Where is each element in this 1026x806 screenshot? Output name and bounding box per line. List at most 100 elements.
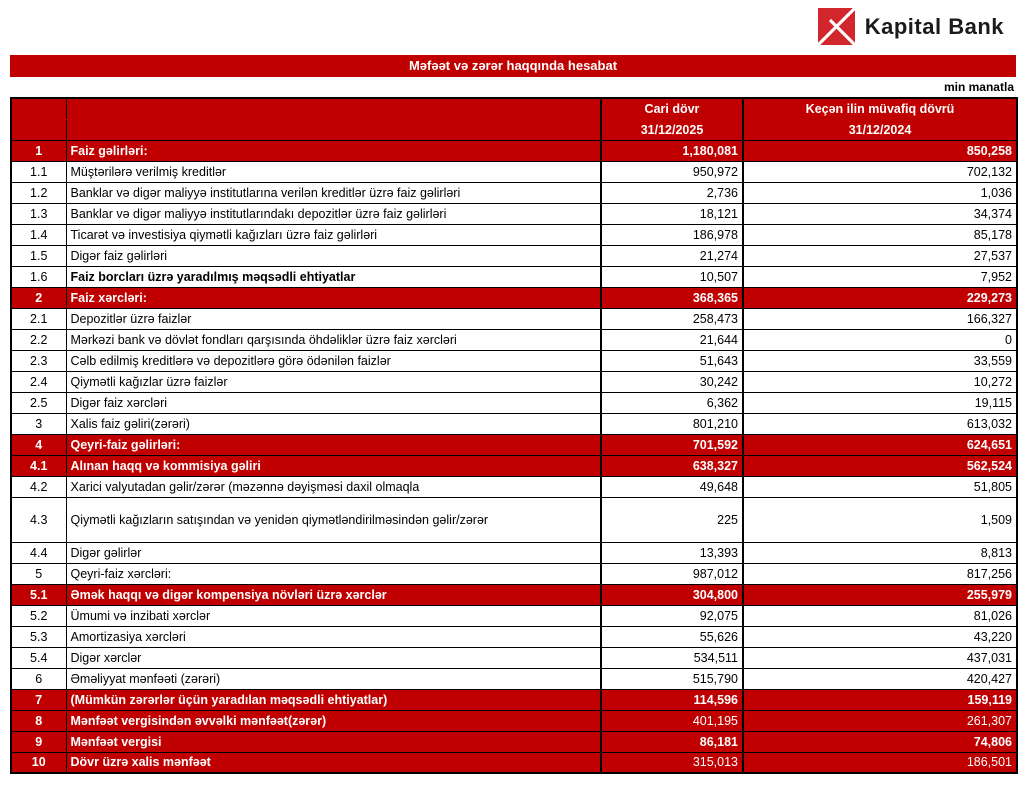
table-row: 5.1 Əmək haqqı və digər kompensiya növlər…	[10, 583, 1018, 606]
row-number-cell: 7	[10, 688, 67, 711]
pnl-table-body: 1 Faiz gəlirləri: 1,180,081 850,258 1.1 Müştə…	[10, 139, 1018, 774]
table-row: 5 Qeyri-faiz xərcləri: 987,012 817,256	[10, 562, 1018, 585]
table-row: 4.4 Digər gəlirlər 13,393 8,813	[10, 541, 1018, 564]
pnl-table-header: Cari dövr Keçən ilin müvafiq dövrü 31/12…	[10, 97, 1018, 141]
row-current-value: 515,790	[600, 667, 744, 690]
row-current-value: 534,511	[600, 646, 744, 669]
table-row: 1.5 Digər faiz gəlirləri 21,274 27,537	[10, 244, 1018, 267]
row-previous-value: 1,509	[742, 496, 1018, 543]
row-label-cell: Banklar və digər maliyyə institutlarında…	[65, 202, 602, 225]
row-current-value: 368,365	[600, 286, 744, 309]
row-current-value: 13,393	[600, 541, 744, 564]
row-number-cell: 2.5	[10, 391, 67, 414]
row-previous-value: 229,273	[742, 286, 1018, 309]
table-row: 10 Dövr üzrə xalis mənfəət 315,013 186,501	[10, 751, 1018, 774]
row-number-cell: 2.3	[10, 349, 67, 372]
row-current-value: 186,978	[600, 223, 744, 246]
row-number-cell: 1	[10, 139, 67, 162]
row-current-value: 258,473	[600, 307, 744, 330]
row-number-cell: 4	[10, 433, 67, 456]
row-previous-value: 261,307	[742, 709, 1018, 732]
unit-note: min manatla	[943, 80, 1014, 94]
row-label-cell: Mənfəət vergisindən əvvəlki mənfəət(zərə…	[65, 709, 602, 732]
header-number-cell	[10, 118, 67, 141]
row-previous-value: 85,178	[742, 223, 1018, 246]
row-current-value: 950,972	[600, 160, 744, 183]
row-previous-value: 702,132	[742, 160, 1018, 183]
row-current-value: 51,643	[600, 349, 744, 372]
row-number-cell: 1.1	[10, 160, 67, 183]
row-number-cell: 4.2	[10, 475, 67, 498]
row-current-value: 10,507	[600, 265, 744, 288]
row-number-cell: 9	[10, 730, 67, 753]
row-current-value: 315,013	[600, 751, 744, 774]
row-label-cell: (Mümkün zərərlər üçün yaradılan məqsədli…	[65, 688, 602, 711]
header-previous-period: Keçən ilin müvafiq dövrü	[742, 97, 1018, 120]
table-row: 3 Xalis faiz gəliri(zərəri) 801,210 613,032	[10, 412, 1018, 435]
row-current-value: 114,596	[600, 688, 744, 711]
table-row: 7 (Mümkün zərərlər üçün yaradılan məqsədl…	[10, 688, 1018, 711]
table-row: 6 Əməliyyat mənfəəti (zərəri) 515,790 420,4…	[10, 667, 1018, 690]
report-title: Məfəət və zərər haqqında hesabat	[408, 58, 618, 73]
row-number-cell: 10	[10, 751, 67, 774]
table-row: 1.1 Müştərilərə verilmiş kreditlər 950,972…	[10, 160, 1018, 183]
row-label-cell: Digər xərclər	[65, 646, 602, 669]
header-current-date: 31/12/2025	[600, 118, 744, 141]
row-current-value: 638,327	[600, 454, 744, 477]
row-number-cell: 5.4	[10, 646, 67, 669]
table-row: 1.2 Banklar və digər maliyyə institutları…	[10, 181, 1018, 204]
row-previous-value: 186,501	[742, 751, 1018, 774]
table-row: 4 Qeyri-faiz gəlirləri: 701,592 624,651	[10, 433, 1018, 456]
row-label-cell: Banklar və digər maliyyə institutlarına …	[65, 181, 602, 204]
row-number-cell: 2.2	[10, 328, 67, 351]
table-row: 8 Mənfəət vergisindən əvvəlki mənfəət(zər…	[10, 709, 1018, 732]
header-label-cell	[65, 118, 602, 141]
row-label-cell: Amortizasiya xərcləri	[65, 625, 602, 648]
row-label-cell: Xalis faiz gəliri(zərəri)	[65, 412, 602, 435]
row-previous-value: 613,032	[742, 412, 1018, 435]
header-number-cell	[10, 97, 67, 120]
table-row: 2.3 Cəlb edilmiş kreditlərə və depozitlər…	[10, 349, 1018, 372]
row-current-value: 801,210	[600, 412, 744, 435]
table-row: 4.2 Xarici valyutadan gəlir/zərər (məzənn…	[10, 475, 1018, 498]
row-previous-value: 34,374	[742, 202, 1018, 225]
row-previous-value: 33,559	[742, 349, 1018, 372]
row-number-cell: 4.4	[10, 541, 67, 564]
row-previous-value: 1,036	[742, 181, 1018, 204]
table-row: 2.2 Mərkəzi bank və dövlət fondları qarşı…	[10, 328, 1018, 351]
kapital-bank-logo: Kapital Bank	[815, 5, 1004, 48]
row-label-cell: Digər faiz gəlirləri	[65, 244, 602, 267]
row-label-cell: Depozitlər üzrə faizlər	[65, 307, 602, 330]
report-title-bar: Məfəət və zərər haqqında hesabat	[10, 55, 1016, 77]
report-page: Kapital Bank Məfəət və zərər haqqında he…	[10, 5, 1018, 774]
row-previous-value: 166,327	[742, 307, 1018, 330]
row-label-cell: Digər faiz xərcləri	[65, 391, 602, 414]
header-current-period: Cari dövr	[600, 97, 744, 120]
row-current-value: 18,121	[600, 202, 744, 225]
pnl-table: Cari dövr Keçən ilin müvafiq dövrü 31/12…	[10, 97, 1018, 774]
row-current-value: 2,736	[600, 181, 744, 204]
row-previous-value: 624,651	[742, 433, 1018, 456]
table-row: 2.1 Depozitlər üzrə faizlər 258,473 166,327	[10, 307, 1018, 330]
row-number-cell: 8	[10, 709, 67, 732]
row-previous-value: 562,524	[742, 454, 1018, 477]
row-label-cell: Əməliyyat mənfəəti (zərəri)	[65, 667, 602, 690]
row-label-cell: Qeyri-faiz gəlirləri:	[65, 433, 602, 456]
table-row: 2.4 Qiymətli kağızlar üzrə faizlər 30,242 1…	[10, 370, 1018, 393]
table-row: 9 Mənfəət vergisi 86,181 74,806	[10, 730, 1018, 753]
row-label-cell: Qiymətli kağızlar üzrə faizlər	[65, 370, 602, 393]
row-number-cell: 1.6	[10, 265, 67, 288]
row-label-cell: Cəlb edilmiş kreditlərə və depozitlərə g…	[65, 349, 602, 372]
row-current-value: 304,800	[600, 583, 744, 606]
row-label-cell: Mənfəət vergisi	[65, 730, 602, 753]
row-number-cell: 4.3	[10, 496, 67, 543]
row-previous-value: 437,031	[742, 646, 1018, 669]
table-row: 4.1 Alınan haqq və kommisiya gəliri 638,32…	[10, 454, 1018, 477]
row-current-value: 987,012	[600, 562, 744, 585]
row-previous-value: 255,979	[742, 583, 1018, 606]
row-previous-value: 7,952	[742, 265, 1018, 288]
header-row-period: Cari dövr Keçən ilin müvafiq dövrü	[10, 97, 1018, 120]
header-previous-date: 31/12/2024	[742, 118, 1018, 141]
row-label-cell: Digər gəlirlər	[65, 541, 602, 564]
table-row: 4.3 Qiymətli kağızların satışından və yen…	[10, 496, 1018, 543]
